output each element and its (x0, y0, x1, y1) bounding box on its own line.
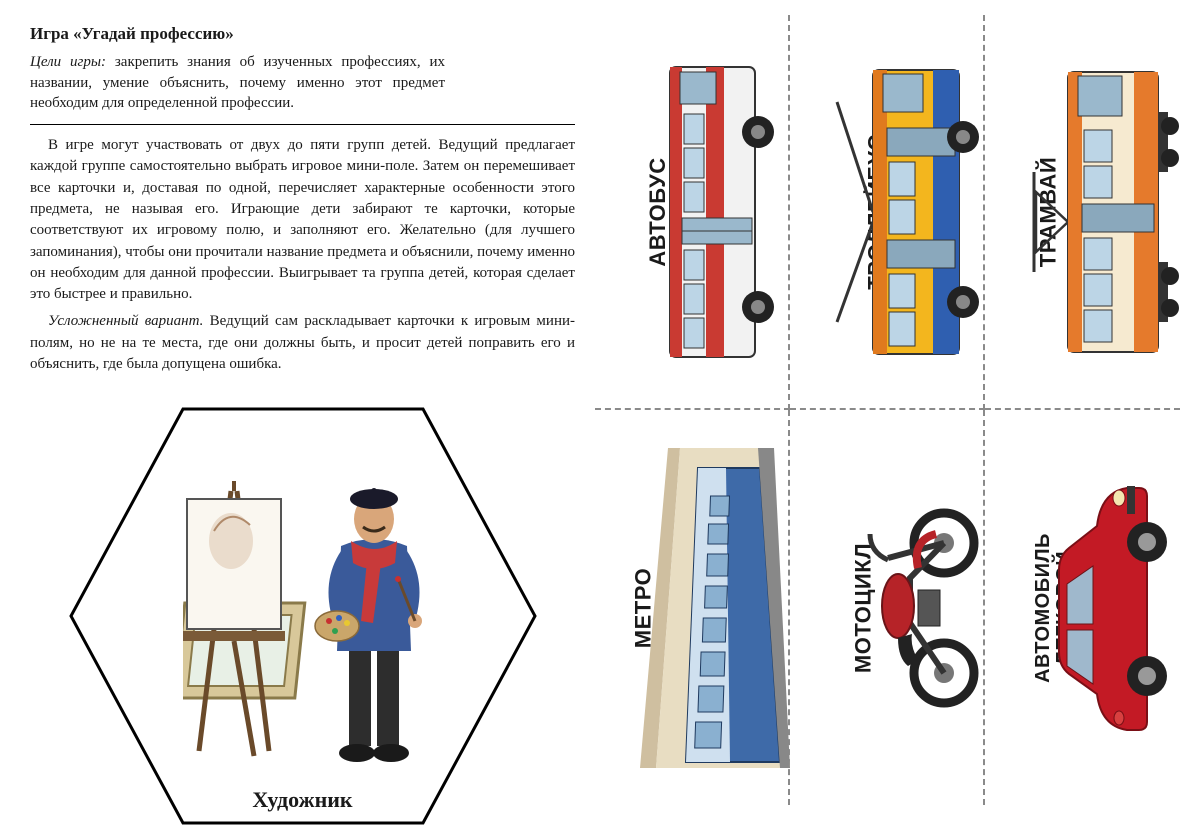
card-car: АВТОМОБИЛЬ ЛЕГКОВОЙ (985, 410, 1180, 805)
motorcycle-illustration (840, 498, 980, 718)
card-metro: МЕТРО (595, 410, 790, 805)
card-trolleybus: ТРОЛЛЕЙБУС (790, 15, 985, 410)
separator-line (30, 124, 575, 125)
painter-figure (299, 471, 449, 771)
profession-card-hexagon: Художник (63, 401, 543, 831)
vehicle-cards-grid: АВТОБУС (595, 15, 1180, 805)
car-illustration (1041, 468, 1171, 748)
easel-icon (159, 471, 309, 771)
para2-lead: Усложненный вариант. (48, 313, 203, 329)
paragraph-2: Усложненный вариант. Ведущий сам расклад… (30, 311, 575, 375)
metro-illustration (640, 448, 790, 768)
game-title: Игра «Угадай профессию» (30, 24, 575, 44)
paragraph-1: В игре могут участвовать от двух до пяти… (30, 135, 575, 305)
card-bus: АВТОБУС (595, 15, 790, 410)
card-tram: ТРАМВАЙ (985, 15, 1180, 410)
card-motorcycle: МОТОЦИКЛ (790, 410, 985, 805)
profession-caption: Художник (63, 787, 543, 813)
goals-lead: Цели игры: (30, 54, 106, 70)
trolleybus-illustration (835, 62, 985, 362)
bus-illustration (650, 62, 780, 362)
tram-illustration (1026, 62, 1186, 362)
goals-paragraph: Цели игры: закрепить знания об изученных… (30, 52, 445, 114)
